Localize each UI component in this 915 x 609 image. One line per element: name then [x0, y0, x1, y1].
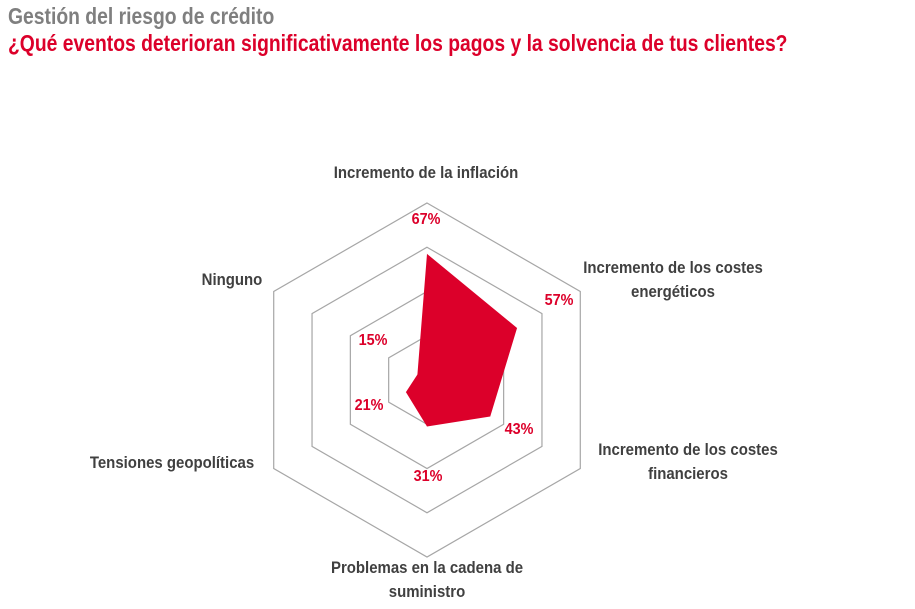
data-area: [405, 253, 518, 427]
grid-ring: [273, 202, 581, 558]
axis-label-inflacion: Incremento de la inflación: [333, 163, 519, 182]
value-label: 43%: [504, 421, 534, 438]
value-label: 15%: [358, 332, 388, 349]
axis-label-tensiones-geopoliticas: Tensiones geopolíticas: [89, 453, 255, 472]
axis-label-ninguno: Ninguno: [201, 270, 263, 289]
axis-label-costes-financieros: Incremento de los costes financieros: [598, 440, 778, 483]
chart-title: Gestión del riesgo de crédito: [8, 3, 275, 29]
value-label: 67%: [411, 211, 441, 228]
value-label: 21%: [354, 397, 384, 414]
value-label: 31%: [413, 468, 443, 485]
chart-subtitle: ¿Qué eventos deterioran significativamen…: [8, 30, 788, 56]
axis-label-cadena-suministro: Problemas en la cadena de suministro: [330, 558, 524, 601]
axis-label-costes-energeticos: Incremento de los costes energéticos: [583, 258, 763, 301]
grid-ring: [311, 246, 543, 514]
value-label: 57%: [544, 292, 574, 309]
